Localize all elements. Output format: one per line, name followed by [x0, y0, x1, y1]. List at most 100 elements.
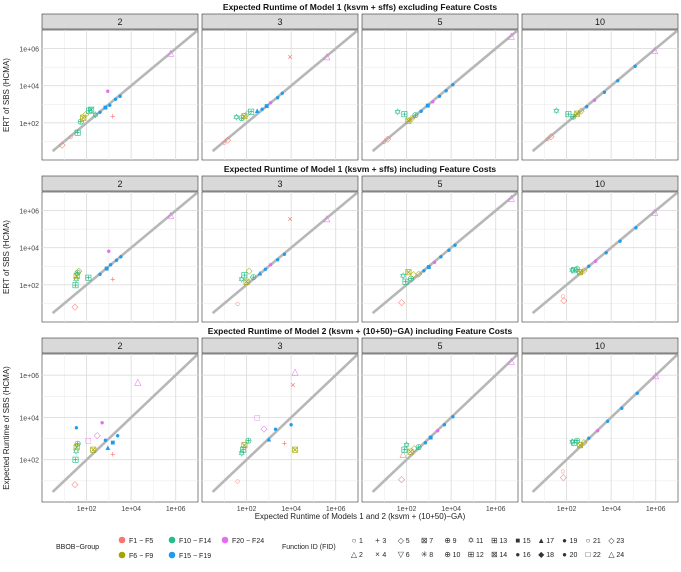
- facet-label: 5: [437, 341, 442, 351]
- y-tick-label: 1e+04: [19, 246, 39, 253]
- data-point: ⊕: [77, 116, 85, 126]
- facet-strip: [361, 175, 519, 192]
- data-point: ◇: [580, 437, 587, 447]
- legend-fid-label: 22: [593, 552, 601, 559]
- identity-line: [211, 29, 358, 153]
- data-point: ⊕: [407, 273, 415, 283]
- data-point: ●: [118, 91, 123, 100]
- facet-strip: [201, 13, 359, 30]
- data-point: ◇: [578, 105, 585, 115]
- facet-strip: [521, 337, 679, 354]
- data-point: ●: [437, 91, 442, 100]
- legend-fid-label: 12: [476, 552, 484, 559]
- data-point: ◇: [410, 269, 417, 279]
- data-point: ◇: [71, 479, 78, 489]
- legend-fid-label: 1: [359, 538, 363, 545]
- data-point: ⊕: [412, 110, 420, 120]
- data-point: ◇: [246, 265, 253, 275]
- data-point: ●: [275, 255, 280, 264]
- data-point: ⊞: [570, 438, 578, 448]
- legend-fid-symbol: ✡: [468, 536, 475, 545]
- data-point: ▲: [265, 435, 273, 444]
- data-point: ●: [450, 412, 455, 421]
- data-point: ⊠: [241, 440, 249, 450]
- legend-label: F10 − F14: [179, 538, 211, 545]
- data-point: ⊕: [245, 436, 253, 446]
- data-point: ✡: [553, 106, 561, 116]
- data-point: ⊕: [570, 111, 578, 121]
- identity-line: [531, 29, 678, 153]
- data-point: ●: [619, 403, 624, 412]
- legend-swatch: [168, 536, 176, 544]
- data-point: ●: [105, 87, 110, 96]
- data-point: ⊕: [573, 436, 581, 446]
- identity-line: [531, 354, 678, 493]
- data-point: ✡: [238, 448, 246, 458]
- y-tick-label: 1e+02: [19, 121, 39, 128]
- legend-fid-symbol: +: [375, 536, 380, 545]
- legend-fid-symbol: ◇: [398, 536, 405, 545]
- data-point: ■: [103, 103, 108, 112]
- data-point: ◇: [71, 301, 78, 311]
- data-point: ⊕: [250, 272, 258, 282]
- y-tick-label: 1e+06: [19, 373, 39, 380]
- data-point: ⊞: [72, 280, 80, 290]
- data-point: ●: [289, 420, 294, 429]
- legend-fid-symbol: ⊠: [491, 550, 498, 559]
- legend-fid-label: 16: [523, 552, 531, 559]
- legend-fid-symbol: ○: [352, 536, 357, 545]
- x-tick-label: 1e+06: [326, 506, 346, 513]
- facet-strip: [201, 175, 359, 192]
- facet-label: 3: [277, 179, 282, 189]
- legend-fid-symbol: △: [351, 550, 358, 559]
- y-axis-label: ERT of SBS (HCMA): [2, 220, 11, 294]
- data-point: ●: [260, 104, 265, 113]
- data-point: ×: [287, 52, 292, 62]
- data-point: ■: [104, 264, 109, 273]
- legend-fid-symbol: ⊠: [421, 536, 428, 545]
- data-point: △: [292, 366, 299, 376]
- data-point: ●: [447, 246, 452, 255]
- identity-line: [371, 29, 518, 153]
- data-point: ×: [287, 214, 292, 224]
- data-point: ■: [425, 101, 430, 110]
- data-point: ✡: [394, 107, 402, 117]
- legend-fid-symbol: ◆: [538, 550, 545, 559]
- data-point: ●: [98, 107, 103, 116]
- legend-fid-label: 20: [570, 552, 578, 559]
- facet-panel-5: 5○◇✡ ⊞⊠◇⊕ ●■ ●●●●△: [361, 13, 519, 161]
- data-point: ⊠: [90, 445, 98, 455]
- data-point: ⊞: [74, 128, 82, 138]
- data-point: ●: [430, 97, 435, 106]
- data-point: ◇: [408, 113, 415, 123]
- legend-fid-symbol: ×: [375, 550, 380, 559]
- data-point: ⊠: [405, 267, 413, 277]
- data-point: △: [167, 210, 174, 220]
- data-point: ○: [545, 134, 550, 144]
- legend-label: F6 − F9: [129, 553, 153, 560]
- data-point: ●: [453, 240, 458, 249]
- data-point: ⊕: [74, 438, 82, 448]
- legend-fid-symbol: ■: [515, 536, 520, 545]
- facet-strip: [361, 13, 519, 30]
- x-axis-label: Expected Runtime of Models 1 and 2 (ksvm…: [255, 512, 466, 521]
- data-point: ⊠: [573, 108, 581, 118]
- legend-fid-symbol: ⊕: [444, 536, 451, 545]
- data-point: ⊠: [407, 446, 415, 456]
- data-point: ⊠: [576, 267, 584, 277]
- data-point: ●: [263, 265, 268, 274]
- x-tick-label: 1e+02: [237, 506, 257, 513]
- data-point: ●: [435, 426, 440, 435]
- data-point: ◇: [398, 297, 405, 307]
- data-point: △: [134, 377, 141, 387]
- x-tick-label: 1e+04: [441, 506, 461, 513]
- facet-strip: [41, 337, 199, 354]
- legend-fid-symbol: ○: [586, 536, 591, 545]
- identity-line: [371, 191, 518, 315]
- legend-fid-label: 8: [429, 552, 433, 559]
- data-point: ⊕: [415, 442, 423, 452]
- data-point: ■: [110, 438, 115, 447]
- data-point: ⊞: [565, 109, 573, 119]
- data-point: ●: [119, 252, 124, 261]
- data-point: ◇: [82, 109, 89, 119]
